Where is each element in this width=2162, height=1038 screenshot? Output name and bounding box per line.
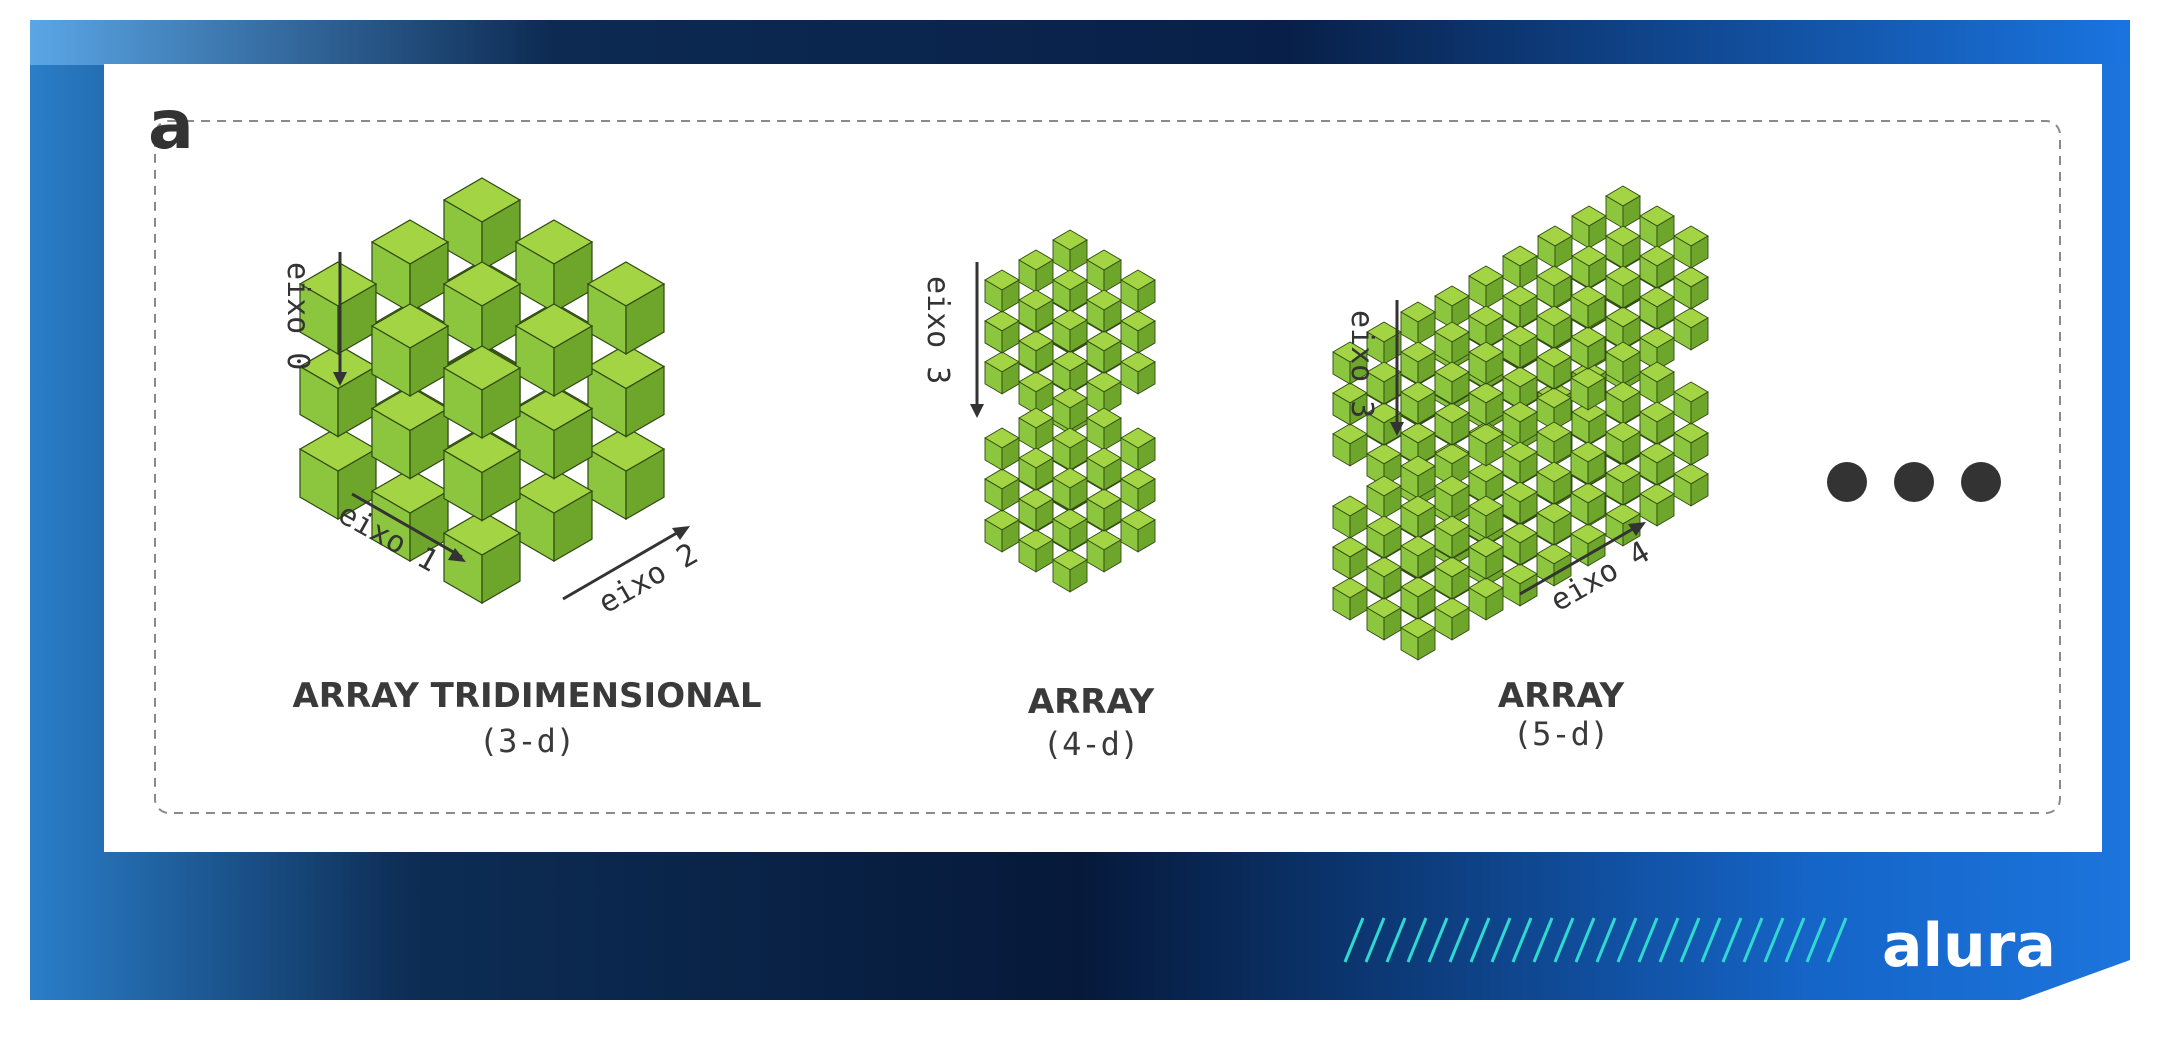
- axis-3b-label: eixo 3: [1344, 310, 1379, 418]
- stripe-line: [1532, 917, 1554, 963]
- axis-0-label: eixo 0: [280, 262, 315, 370]
- stripe-line: [1553, 917, 1575, 963]
- array-4d-subtitle: (4-d): [1043, 725, 1139, 763]
- brand-logo: alura: [1882, 911, 2056, 981]
- stripe-line: [1574, 917, 1596, 963]
- array-4d-title: ARRAY: [1028, 682, 1155, 722]
- stripe-line: [1742, 917, 1764, 963]
- stripe-line: [1721, 917, 1743, 963]
- stripe-line: [1784, 917, 1806, 963]
- stripe-line: [1490, 917, 1512, 963]
- axis-3-arrow: [970, 262, 984, 418]
- stripe-line: [1805, 917, 1827, 963]
- axis-1-arrow: [351, 492, 466, 562]
- stripe-line: [1406, 917, 1428, 963]
- array-3d-subtitle: (3-d): [479, 722, 575, 760]
- stripe-line: [1595, 917, 1617, 963]
- array-5d-subtitle: (5-d): [1513, 715, 1609, 753]
- stripe-line: [1826, 917, 1848, 963]
- stripe-line: [1343, 917, 1365, 963]
- stripe-line: [1469, 917, 1491, 963]
- stripe-line: [1364, 917, 1386, 963]
- stripe-line: [1511, 917, 1533, 963]
- axis-3-label: eixo 3: [920, 276, 955, 384]
- axis-2-arrow: [562, 526, 690, 601]
- stripe-line: [1448, 917, 1470, 963]
- stripe-line: [1385, 917, 1407, 963]
- stripe-line: [1658, 917, 1680, 963]
- array-5d-title: ARRAY: [1498, 676, 1625, 716]
- stripe-line: [1637, 917, 1659, 963]
- array-3d-title: ARRAY TRIDIMENSIONAL: [292, 676, 761, 716]
- stripe-line: [1616, 917, 1638, 963]
- axis-3b-arrow: [1390, 300, 1404, 436]
- stripe-line: [1763, 917, 1785, 963]
- logo-mark: a: [148, 86, 194, 165]
- ellipsis-dots: [1827, 462, 2001, 502]
- axis-4-arrow: [1519, 522, 1646, 596]
- dashed-border: [154, 120, 2061, 814]
- stripe-line: [1427, 917, 1449, 963]
- axis-0-arrow: [333, 252, 347, 386]
- stripe-line: [1700, 917, 1722, 963]
- stripe-decoration: [1343, 917, 1848, 963]
- stripe-line: [1679, 917, 1701, 963]
